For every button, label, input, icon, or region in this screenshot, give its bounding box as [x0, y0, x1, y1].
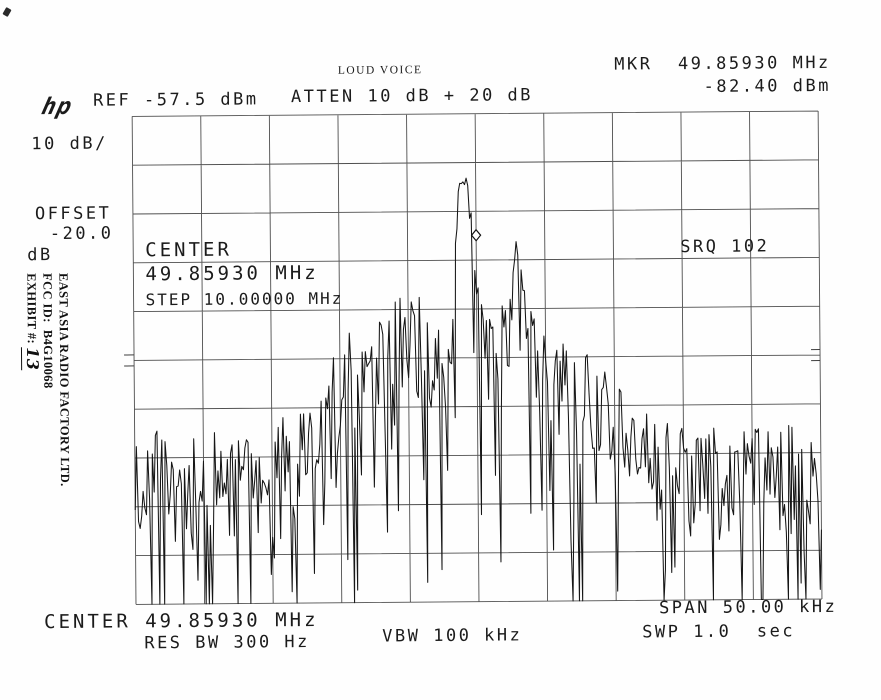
center-label: CENTER — [145, 238, 232, 262]
reference-level-ticks — [124, 349, 821, 367]
offset-value: -20.0 — [36, 223, 114, 245]
offset-label: OFFSET — [34, 203, 112, 225]
span-label: SPAN 50.00 kHz — [658, 596, 838, 619]
marker-readout-frequency: MKR 49.85930 MHz — [614, 52, 831, 75]
reference-level-label: REF -57.5 dBm — [92, 89, 259, 111]
marker-readout-level: -82.40 dBm — [703, 75, 832, 97]
exhibit-number-label: EXHIBIT #: — [24, 273, 39, 348]
video-bandwidth-label: VBW 100 kHz — [382, 625, 523, 647]
center-frequency-value: 49.85930 MHz — [145, 261, 319, 286]
scale-per-division-label: 10 dB/ — [31, 133, 108, 155]
step-size-label: STEP 10.00000 MHz — [145, 288, 344, 310]
sweep-time-label: SWP 1.0 sec — [642, 621, 796, 643]
attenuation-label: ATTEN 10 dB + 20 dB — [290, 85, 534, 108]
exhibit-fcc-id: FCC ID: B4G10068 — [40, 273, 56, 389]
graticule — [131, 110, 823, 605]
exhibit-number-handwritten: 13 — [20, 347, 43, 371]
typed-title: LOUD VOICE — [337, 64, 423, 77]
hp-logo: hp — [39, 93, 76, 121]
srq-status-label: SRQ 102 — [680, 236, 770, 258]
exhibit-company: EAST ASIA RADIO FACTORY LTD. — [56, 272, 73, 487]
offset-unit: dB — [27, 245, 53, 266]
center-frequency-bottom-label: CENTER 49.85930 MHz — [44, 608, 319, 634]
resolution-bandwidth-label: RES BW 300 Hz — [144, 632, 310, 654]
exhibit-stamp: EAST ASIA RADIO FACTORY LTD. FCC ID: B4G… — [20, 272, 73, 491]
spectrum-trace — [134, 177, 822, 605]
marker-diamond — [470, 228, 482, 242]
